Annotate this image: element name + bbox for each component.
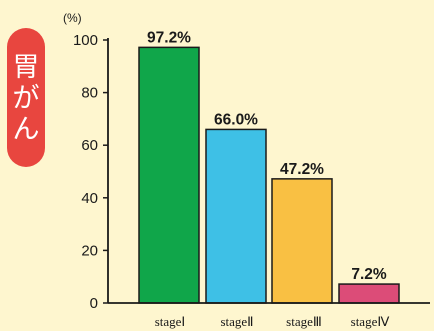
bar-series xyxy=(138,46,400,304)
title-char-2: が xyxy=(12,83,40,114)
category-labels: stageⅠ stageⅡ stageⅢ stageⅣ xyxy=(155,314,390,329)
y-tick-label-0: 0 xyxy=(90,295,98,312)
title-char-1: 胃 xyxy=(12,52,40,83)
y-tick-label-60: 60 xyxy=(81,137,98,154)
value-label-2: 66.0% xyxy=(214,111,258,128)
title-char-3: ん xyxy=(12,114,40,145)
value-label-4: 7.2% xyxy=(351,266,387,283)
category-label-4: stageⅣ xyxy=(351,314,390,329)
bar-1 xyxy=(138,46,200,304)
y-tick-label-20: 20 xyxy=(81,242,98,259)
value-labels: 97.2% 66.0% 47.2% 7.2% xyxy=(147,29,387,283)
bar-4 xyxy=(338,283,400,304)
category-label-1: stageⅠ xyxy=(155,314,186,329)
y-tick-label-80: 80 xyxy=(81,85,98,102)
y-tick-label-40: 40 xyxy=(81,190,98,207)
category-label-3: stageⅢ xyxy=(286,314,322,329)
value-label-3: 47.2% xyxy=(280,161,324,178)
category-label-2: stageⅡ xyxy=(220,314,253,329)
y-unit-label: (%) xyxy=(63,11,82,25)
title-badge: 胃 が ん xyxy=(7,28,45,167)
bar-3 xyxy=(271,178,333,304)
bar-2 xyxy=(205,128,267,304)
y-axis-ticks: 0 20 40 60 80 100 xyxy=(73,32,108,312)
y-tick-label-100: 100 xyxy=(73,32,98,49)
value-label-1: 97.2% xyxy=(147,29,191,46)
